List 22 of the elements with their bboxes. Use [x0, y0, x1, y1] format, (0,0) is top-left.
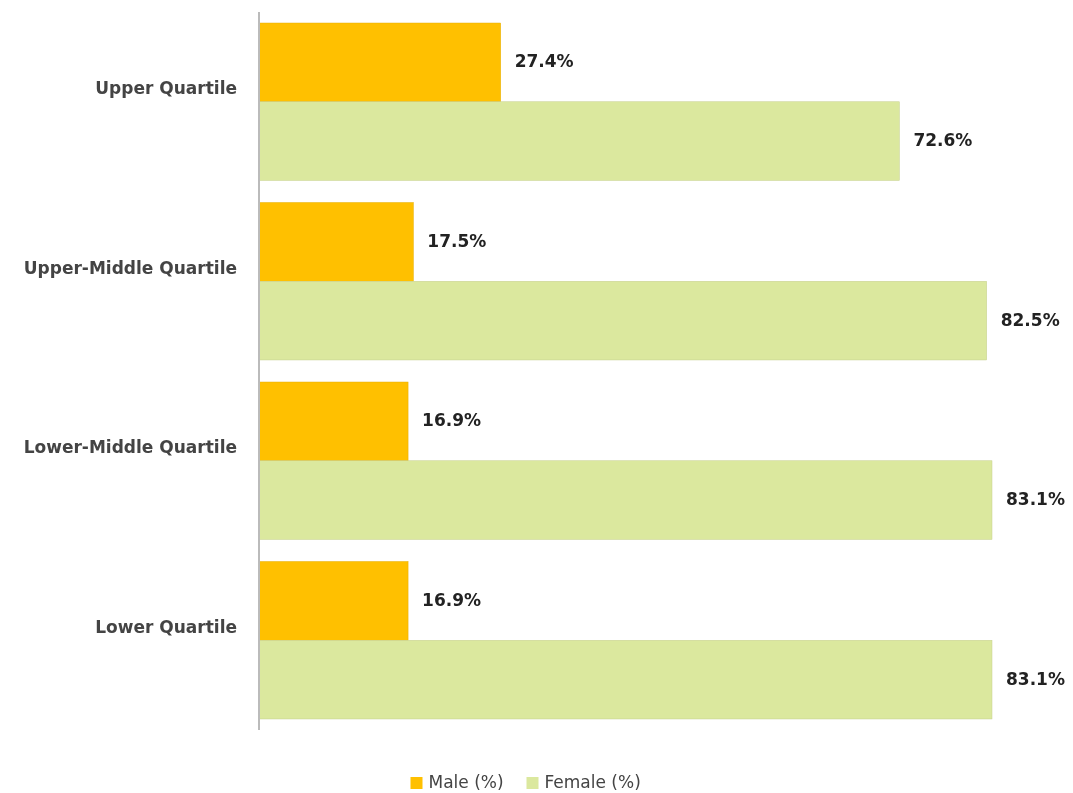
data-label: 16.9%	[422, 410, 482, 431]
bar	[258, 381, 409, 461]
y-tick-label: Lower Quartile	[95, 616, 237, 637]
y-tick-label: Upper-Middle Quartile	[23, 257, 237, 278]
bar	[258, 460, 993, 540]
data-label: 83.1%	[1006, 668, 1065, 689]
bar	[258, 22, 501, 102]
data-label: 16.9%	[422, 589, 482, 610]
legend-label: Female (%)	[544, 772, 641, 792]
data-label: 82.5%	[1000, 309, 1060, 330]
legend-label: Male (%)	[428, 772, 504, 792]
bar	[258, 640, 993, 720]
data-label: 27.4%	[514, 51, 574, 72]
data-label: 83.1%	[1006, 489, 1065, 510]
y-tick-label: Upper Quartile	[95, 78, 237, 99]
bar	[258, 101, 900, 181]
y-tick-label: Lower-Middle Quartile	[23, 437, 237, 458]
data-label: 17.5%	[427, 230, 487, 251]
data-label: 72.6%	[913, 130, 973, 151]
bar	[258, 561, 409, 641]
bar	[258, 281, 987, 361]
bar	[258, 202, 414, 282]
